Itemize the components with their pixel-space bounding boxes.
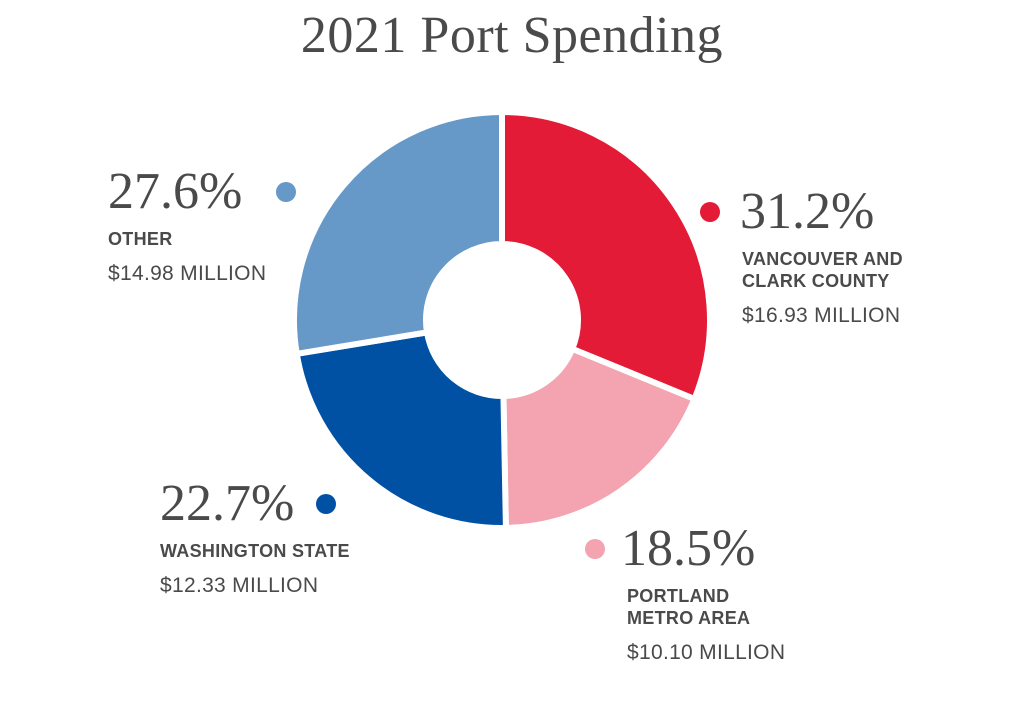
vancouver-legend-dot bbox=[700, 202, 720, 222]
vancouver-category-line-1: VANCOUVER AND bbox=[742, 249, 903, 269]
washington-legend-dot bbox=[316, 494, 337, 514]
portland-category-line-2: METRO AREA bbox=[627, 608, 751, 628]
other-amount-label: $14.98 MILLION bbox=[108, 262, 267, 285]
portland-slice bbox=[500, 344, 699, 532]
washington-slice bbox=[293, 328, 509, 531]
washington-percent-label: 22.7% bbox=[160, 475, 295, 532]
callout-vancouver: 31.2% VANCOUVER AND CLARK COUNTY $16.93 … bbox=[700, 186, 903, 328]
callout-washington: 22.7% WASHINGTON STATE $12.33 MILLION bbox=[160, 478, 350, 598]
portland-amount-label: $10.10 MILLION bbox=[627, 641, 786, 664]
vancouver-category-line-2: CLARK COUNTY bbox=[742, 271, 890, 291]
vancouver-slice bbox=[499, 108, 713, 403]
chart-title: 2021 Port Spending bbox=[300, 7, 724, 64]
vancouver-percent-label: 31.2% bbox=[740, 183, 875, 240]
portland-percent-label: 18.5% bbox=[621, 520, 756, 577]
portland-category-label: PORTLAND METRO AREA bbox=[627, 585, 785, 629]
washington-amount-label: $12.33 MILLION bbox=[160, 574, 319, 597]
callout-other: 27.6% OTHER $14.98 MILLION bbox=[108, 163, 297, 286]
vancouver-category-label: VANCOUVER AND CLARK COUNTY bbox=[742, 248, 903, 292]
other-percent-label: 27.6% bbox=[108, 163, 243, 220]
other-slice bbox=[291, 108, 505, 358]
other-category-label: OTHER bbox=[108, 229, 173, 249]
other-legend-dot bbox=[276, 182, 297, 202]
portland-category-line-1: PORTLAND bbox=[627, 586, 730, 606]
portland-legend-dot bbox=[585, 539, 605, 559]
vancouver-amount-label: $16.93 MILLION bbox=[742, 304, 901, 327]
washington-category-label: WASHINGTON STATE bbox=[160, 541, 350, 561]
callout-portland: 18.5% PORTLAND METRO AREA $10.10 MILLION bbox=[585, 523, 785, 665]
